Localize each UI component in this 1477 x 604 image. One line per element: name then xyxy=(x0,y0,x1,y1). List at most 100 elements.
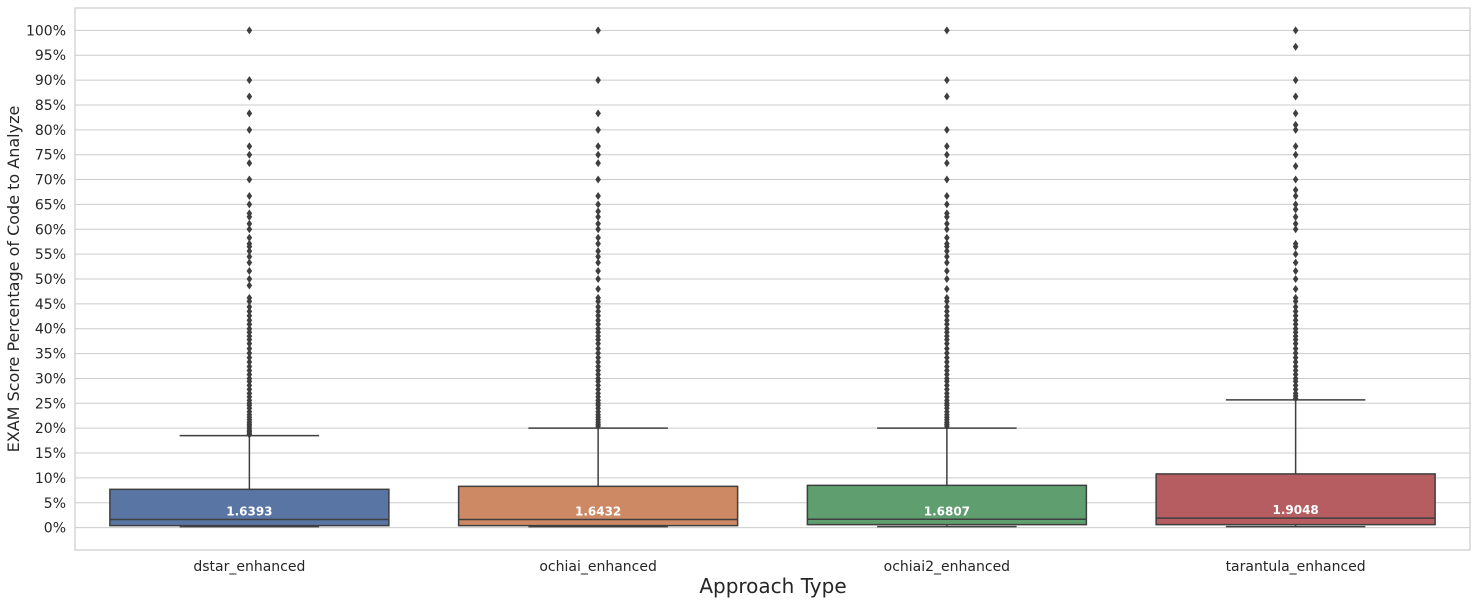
x-tick-label: dstar_enhanced xyxy=(193,559,305,575)
x-tick-label: tarantula_enhanced xyxy=(1226,559,1366,575)
outlier-point xyxy=(595,267,601,276)
outlier-point xyxy=(1292,191,1299,200)
outlier-point xyxy=(246,175,253,184)
outlier-point xyxy=(1292,92,1299,101)
outlier-point xyxy=(246,258,253,267)
outlier-point xyxy=(595,175,601,184)
outlier-point xyxy=(944,247,950,256)
outlier-point xyxy=(944,284,950,293)
outlier-point xyxy=(1292,185,1299,194)
outlier-point xyxy=(595,191,601,200)
outlier-point xyxy=(595,207,601,216)
outlier-point xyxy=(246,209,253,218)
outlier-point xyxy=(246,281,253,290)
outlier-point xyxy=(595,293,601,302)
y-tick-labels: 0% 5% 10% 15% 20% 25% 30% 35% 40% 45% 50% 55% 60% 65%… xyxy=(26,23,66,536)
outlier-point xyxy=(595,247,601,256)
outlier-point xyxy=(1292,239,1299,248)
outlier-point xyxy=(246,316,253,325)
outlier-point xyxy=(944,293,950,302)
outlier-point xyxy=(595,316,601,325)
y-tick-label: 95% xyxy=(35,48,66,64)
outlier-point xyxy=(246,191,253,200)
median-value-label: 1.9048 xyxy=(1272,503,1318,517)
outlier-point xyxy=(595,311,601,320)
y-tick-label: 10% xyxy=(35,471,66,487)
outlier-point xyxy=(595,150,601,159)
outlier-point xyxy=(944,175,950,184)
outlier-point xyxy=(1292,109,1299,118)
y-tick-label: 20% xyxy=(35,421,66,437)
outlier-point xyxy=(1292,284,1299,293)
outlier-point xyxy=(595,353,601,362)
outlier-point xyxy=(1292,219,1299,228)
y-tick-label: 80% xyxy=(35,123,66,139)
outlier-point xyxy=(595,219,601,228)
outlier-point xyxy=(246,150,253,159)
y-tick-label: 15% xyxy=(35,446,66,462)
median-value-label: 1.6807 xyxy=(924,504,970,518)
outlier-point xyxy=(246,358,253,367)
x-tick-label: ochiai_enhanced xyxy=(539,559,657,575)
outlier-point xyxy=(246,349,253,358)
outlier-point xyxy=(1292,142,1299,151)
outlier-point xyxy=(246,92,253,101)
outlier-point xyxy=(1292,205,1299,214)
outlier-point xyxy=(1292,250,1299,259)
outlier-point xyxy=(246,76,253,85)
outlier-point xyxy=(246,200,253,209)
outlier-point xyxy=(246,225,253,234)
outlier-point xyxy=(1292,353,1299,362)
outlier-point xyxy=(246,353,253,362)
outlier-point xyxy=(1292,349,1299,358)
x-tick-labels: dstar_enhanced ochiai_enhanced ochiai2_enh… xyxy=(193,559,1365,575)
outlier-point xyxy=(595,252,601,261)
y-tick-label: 85% xyxy=(35,98,66,114)
y-tick-label: 70% xyxy=(35,173,66,189)
outlier-point xyxy=(1292,42,1299,51)
outlier-point xyxy=(1292,150,1299,159)
outlier-point xyxy=(595,109,601,118)
outlier-point xyxy=(1292,258,1299,267)
outlier-point xyxy=(944,307,950,316)
outlier-point xyxy=(246,239,253,248)
outlier-point xyxy=(1292,358,1299,367)
box-group-ochiai_enhanced: 1.6432 xyxy=(457,26,739,528)
outlier-point xyxy=(246,311,253,320)
outlier-point xyxy=(1292,175,1299,184)
boxes: 1.6393 1.6432 1.6807 1.9048 xyxy=(109,26,1436,528)
outlier-point xyxy=(246,219,253,228)
y-tick-label: 100% xyxy=(26,23,66,39)
outlier-point xyxy=(944,258,950,267)
x-axis-title: Approach Type xyxy=(699,574,846,598)
outlier-point xyxy=(246,142,253,151)
outlier-point xyxy=(595,200,601,209)
outlier-point xyxy=(1292,120,1299,129)
outlier-point xyxy=(595,125,601,134)
outlier-point xyxy=(1292,267,1299,276)
outlier-point xyxy=(944,302,950,311)
outlier-point xyxy=(944,349,950,358)
y-tick-label: 50% xyxy=(35,272,66,288)
outlier-point xyxy=(1292,307,1299,316)
outlier-point xyxy=(1292,293,1299,302)
outlier-point xyxy=(944,267,950,276)
outlier-point xyxy=(1292,225,1299,234)
median-value-label: 1.6432 xyxy=(575,504,621,518)
outlier-point xyxy=(1292,275,1299,283)
iqr-box xyxy=(1155,473,1436,526)
outlier-point xyxy=(944,316,950,325)
y-tick-label: 25% xyxy=(35,396,66,412)
outlier-point xyxy=(246,247,253,256)
outlier-point xyxy=(595,76,601,85)
outlier-point xyxy=(1292,362,1299,371)
outlier-point xyxy=(1292,200,1299,209)
outlier-point xyxy=(595,239,601,248)
outlier-point xyxy=(944,324,950,333)
y-tick-label: 55% xyxy=(35,247,66,263)
outlier-point xyxy=(595,302,601,311)
outlier-point xyxy=(944,150,950,159)
outlier-point xyxy=(246,159,253,168)
outlier-point xyxy=(944,344,950,353)
